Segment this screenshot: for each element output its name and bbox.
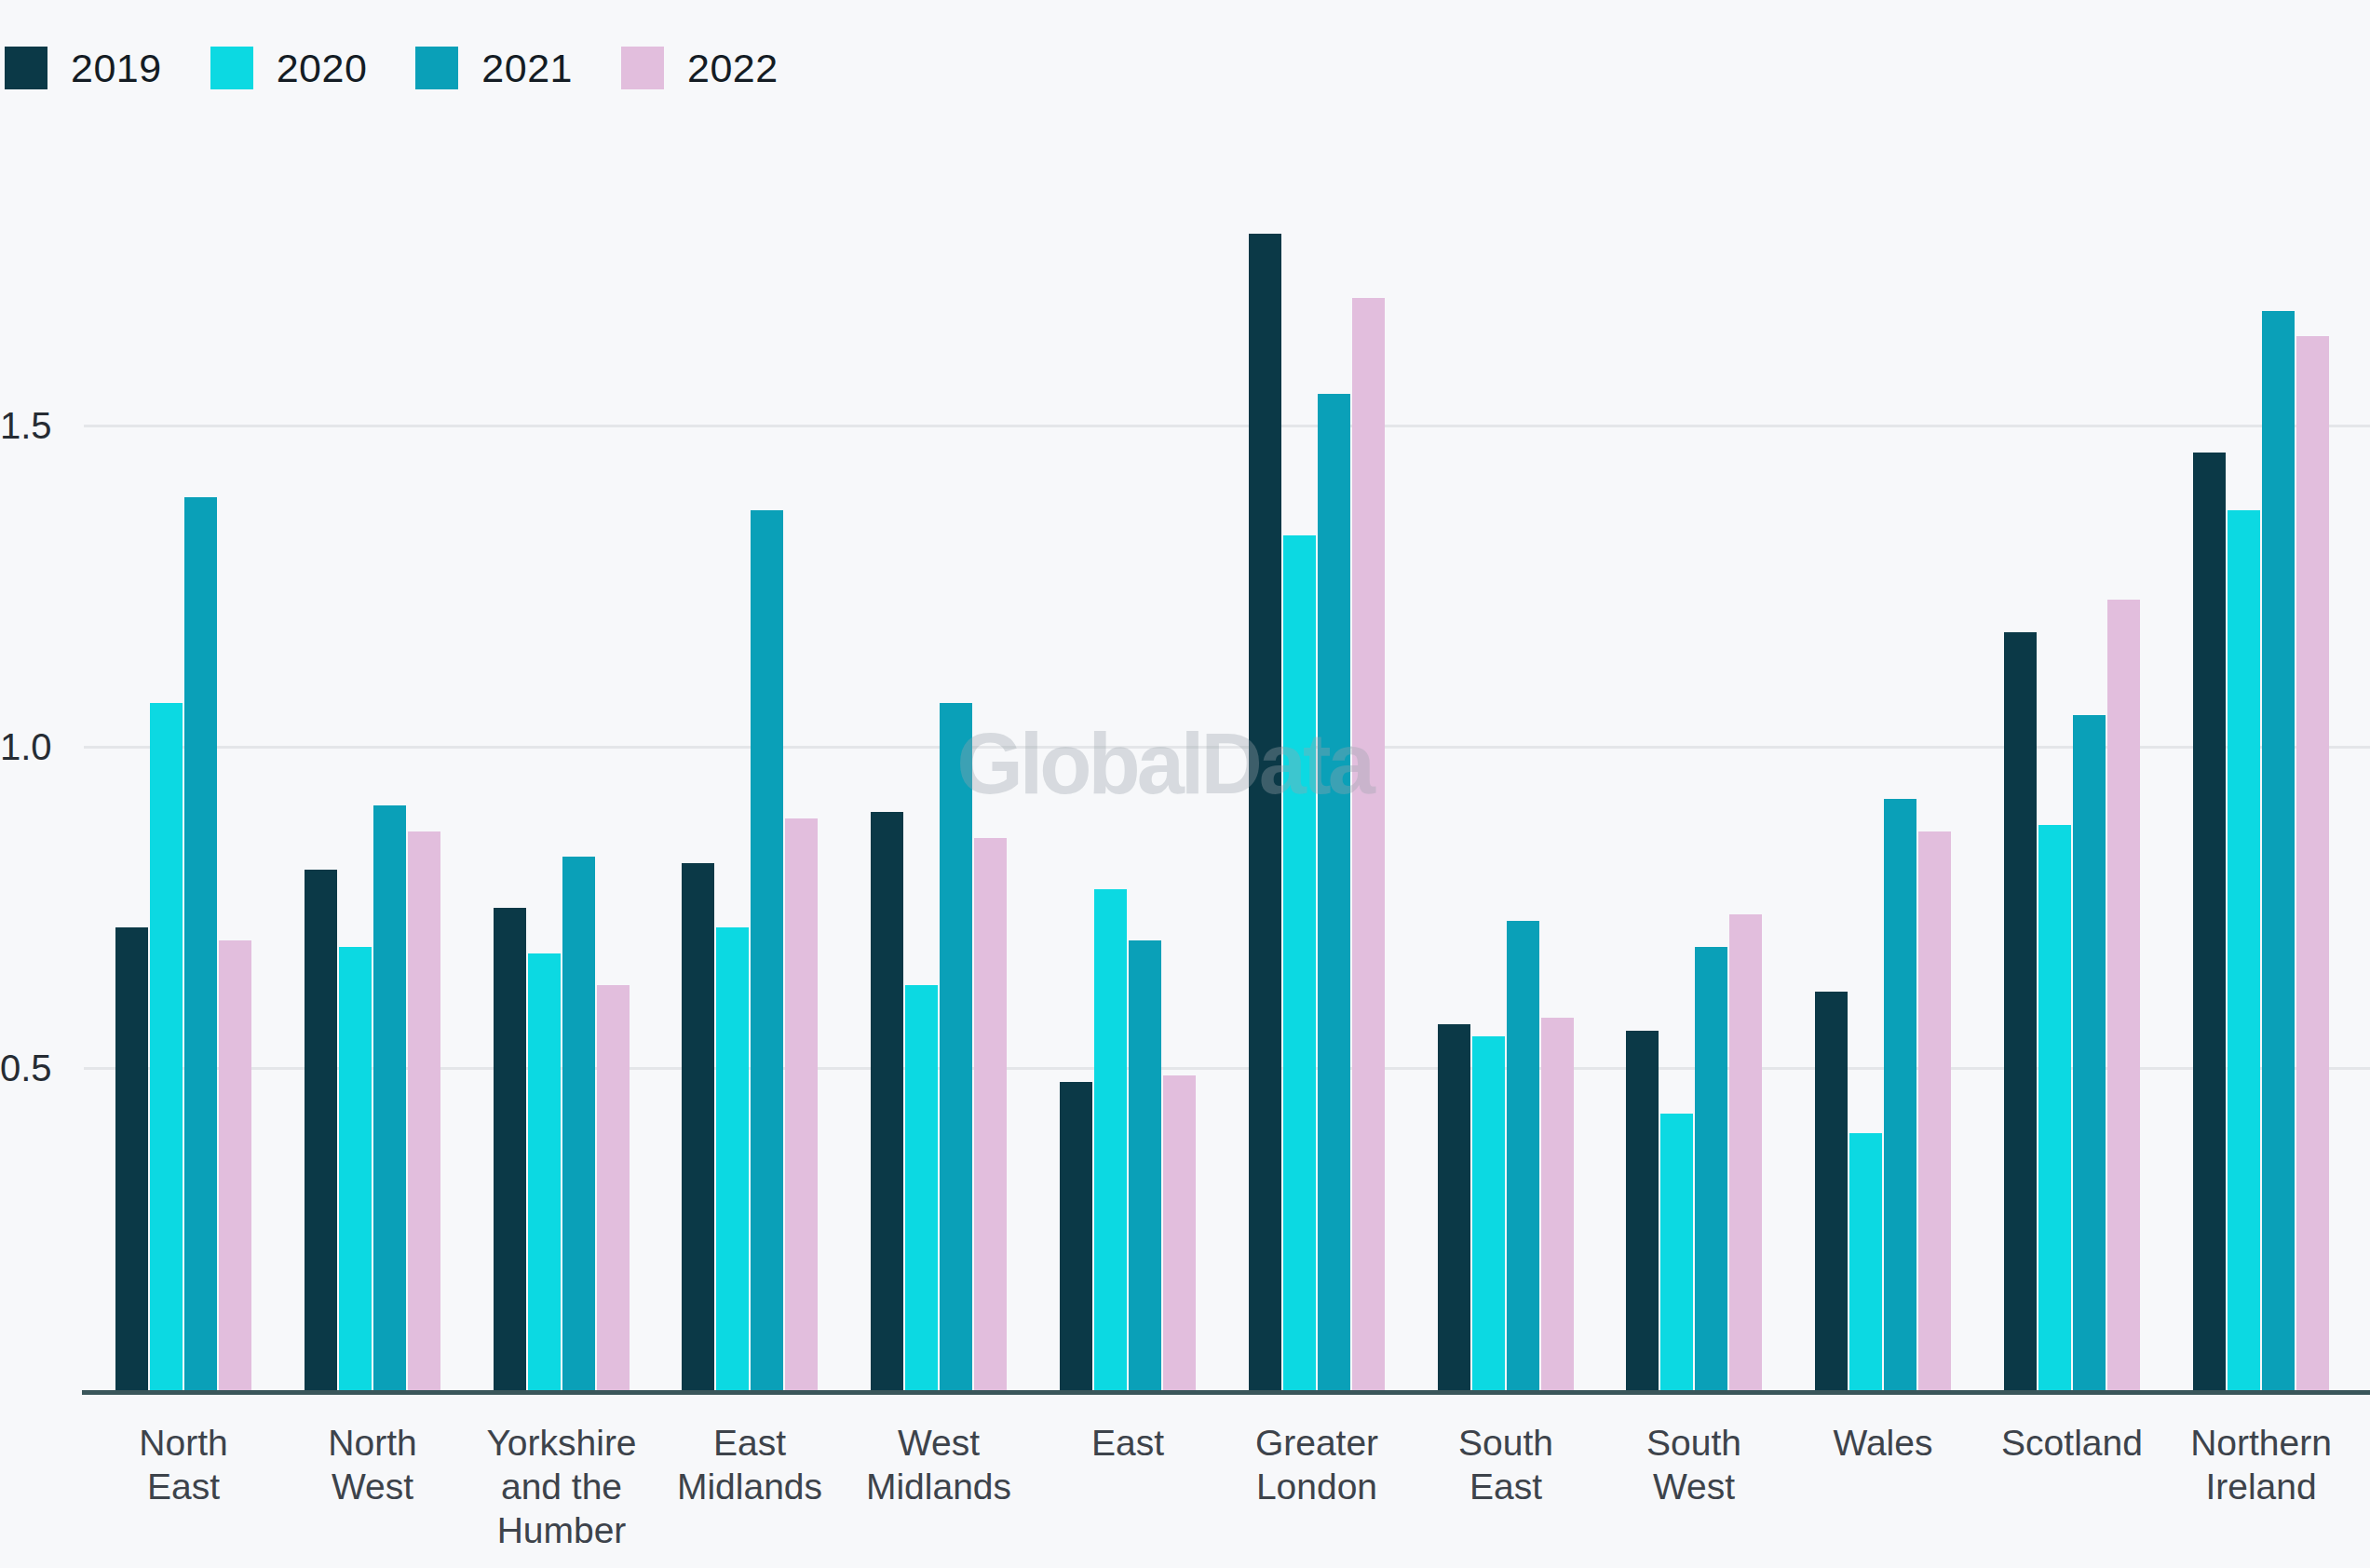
legend-label-2022: 2022 (687, 47, 779, 89)
legend-label-2020: 2020 (277, 47, 368, 89)
legend-swatch-2022 (621, 47, 664, 89)
bar-2019-south-east (1438, 1024, 1470, 1390)
legend-item-2020[interactable]: 2020 (210, 47, 368, 89)
bar-2022-northern-ireland (2296, 336, 2329, 1390)
legend-item-2022[interactable]: 2022 (621, 47, 779, 89)
chart-canvas: 2019 2020 2021 2022 GlobalData 1.51.00.5Nor… (0, 0, 2370, 1568)
bar-2021-south-east (1507, 921, 1539, 1390)
bar-2020-wales (1849, 1133, 1882, 1390)
bar-2021-east (1129, 940, 1161, 1390)
bar-2019-north-west (305, 870, 337, 1390)
bar-2022-greater-london (1352, 298, 1385, 1390)
legend: 2019 2020 2021 2022 (5, 47, 779, 89)
bar-2022-north-east (219, 940, 251, 1390)
x-axis-label-south-west: South West (1587, 1421, 1801, 1508)
bar-2021-north-east (184, 497, 217, 1390)
bar-2020-north-east (150, 703, 183, 1390)
legend-swatch-2021 (415, 47, 458, 89)
bar-2022-north-west (408, 831, 440, 1390)
bar-2019-east (1060, 1082, 1092, 1390)
bar-2019-scotland (2004, 632, 2037, 1390)
bar-2021-northern-ireland (2262, 311, 2295, 1390)
x-axis-label-wales: Wales (1776, 1421, 1990, 1465)
bar-2021-yorkshire-and-the-humber (562, 857, 595, 1390)
legend-item-2019[interactable]: 2019 (5, 47, 162, 89)
bar-2019-yorkshire-and-the-humber (494, 908, 526, 1390)
legend-label-2019: 2019 (71, 47, 162, 89)
bar-2022-east (1163, 1075, 1196, 1390)
bar-2020-north-west (339, 947, 372, 1390)
bar-2022-wales (1918, 831, 1951, 1390)
bar-2021-east-midlands (751, 510, 783, 1390)
bar-2020-east-midlands (716, 927, 749, 1390)
bar-2019-west-midlands (871, 812, 903, 1390)
bar-2021-north-west (373, 805, 406, 1390)
y-axis-tick-label-1.0: 1.0 (0, 725, 54, 768)
x-axis-label-north-east: North East (76, 1421, 291, 1508)
x-axis-label-south-east: South East (1399, 1421, 1613, 1508)
legend-label-2021: 2021 (481, 47, 573, 89)
bar-2022-south-east (1541, 1018, 1574, 1390)
bar-2019-south-west (1626, 1031, 1659, 1390)
bar-2020-scotland (2038, 825, 2071, 1390)
bar-2020-south-east (1472, 1036, 1505, 1390)
bar-2022-east-midlands (785, 818, 818, 1390)
y-axis-tick-label-0.5: 0.5 (0, 1047, 54, 1089)
x-axis-label-northern-ireland: Northern Ireland (2154, 1421, 2368, 1508)
bar-2020-south-west (1660, 1114, 1693, 1390)
bar-2021-south-west (1695, 947, 1727, 1390)
bar-2020-west-midlands (905, 985, 938, 1390)
x-axis-line (82, 1390, 2370, 1395)
bar-2020-east (1094, 889, 1127, 1390)
bar-2019-wales (1815, 992, 1848, 1390)
bar-2022-yorkshire-and-the-humber (597, 985, 630, 1390)
legend-item-2021[interactable]: 2021 (415, 47, 573, 89)
x-axis-label-west-midlands: West Midlands (832, 1421, 1046, 1508)
bar-2020-yorkshire-and-the-humber (528, 953, 561, 1390)
x-axis-label-east-midlands: East Midlands (643, 1421, 857, 1508)
bar-2019-greater-london (1249, 234, 1281, 1390)
bar-2021-scotland (2073, 715, 2106, 1390)
bar-2022-scotland (2107, 600, 2140, 1390)
bar-2020-northern-ireland (2228, 510, 2260, 1390)
legend-swatch-2020 (210, 47, 253, 89)
bar-2019-east-midlands (682, 863, 714, 1390)
x-axis-label-scotland: Scotland (1965, 1421, 2179, 1465)
gridline-1.5 (84, 425, 2370, 427)
bar-2020-greater-london (1283, 535, 1316, 1390)
plot-area: GlobalData 1.51.00.5North EastNorth West… (0, 0, 2370, 1568)
x-axis-label-greater-london: Greater London (1210, 1421, 1424, 1508)
bar-2022-south-west (1729, 914, 1762, 1390)
bar-2021-wales (1884, 799, 1916, 1390)
x-axis-label-north-west: North West (265, 1421, 480, 1508)
bar-2021-greater-london (1318, 394, 1350, 1390)
x-axis-label-yorkshire-and-the-humber: Yorkshire and the Humber (454, 1421, 669, 1552)
bar-2019-north-east (115, 927, 148, 1390)
bar-2021-west-midlands (940, 703, 972, 1390)
bar-2022-west-midlands (974, 838, 1007, 1390)
legend-swatch-2019 (5, 47, 47, 89)
bar-2019-northern-ireland (2193, 453, 2226, 1390)
y-axis-tick-label-1.5: 1.5 (0, 404, 54, 447)
x-axis-label-east: East (1021, 1421, 1235, 1465)
